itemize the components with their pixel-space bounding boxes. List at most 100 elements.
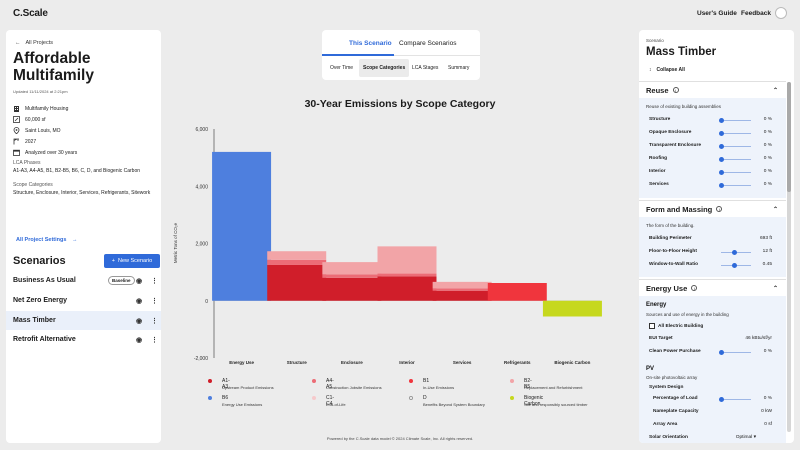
reuse-slider[interactable] (721, 146, 751, 147)
bar-segment-a1-a3 (432, 290, 492, 301)
more-options-icon[interactable]: ⋮ (151, 336, 158, 344)
legend-swatch (510, 396, 514, 400)
legend-swatch (510, 379, 514, 383)
more-options-icon[interactable]: ⋮ (151, 297, 158, 305)
y-tick-label: 4,000 (195, 184, 208, 190)
reuse-slider[interactable] (721, 172, 751, 173)
reuse-row-label: Roofing (649, 156, 668, 161)
feedback-link[interactable]: Feedback (741, 10, 771, 17)
reuse-slider-knob[interactable] (719, 118, 724, 123)
tab-lca-stages[interactable]: LCA Stages (412, 65, 439, 71)
scenario-item-mass-timber[interactable]: Mass Timber ◉ ⋮ (6, 311, 161, 330)
app-logo[interactable]: C.Scale (13, 8, 48, 19)
energy-section-header[interactable]: Energy Use i ⌃ (639, 279, 786, 296)
avatar[interactable] (775, 7, 787, 19)
clean-power-slider[interactable] (721, 352, 751, 353)
users-guide-link[interactable]: User's Guide (697, 10, 737, 17)
reuse-slider[interactable] (721, 120, 751, 121)
building-perimeter-value[interactable]: 693 ft (759, 236, 772, 241)
clean-power-slider-knob[interactable] (719, 350, 724, 355)
legend-name: A1-A3 (222, 378, 230, 390)
reuse-slider-knob[interactable] (719, 157, 724, 162)
scenario-item-net-zero-energy[interactable]: Net Zero Energy ◉ ⋮ (6, 291, 161, 310)
lca-phases: LCA Phases A1-A3, A4-A5, B1, B2-B5, B6, … (13, 159, 140, 175)
reuse-slider-knob[interactable] (719, 183, 724, 188)
back-to-projects[interactable]: ← All Projects (15, 40, 53, 46)
y-tick-label: -2,000 (194, 356, 208, 362)
window-wall-ratio-slider-knob[interactable] (732, 263, 737, 268)
reuse-row-label: Services (649, 182, 669, 187)
array-area-value[interactable]: 0 sf (764, 422, 772, 427)
legend-description: End-of-Life (326, 402, 346, 407)
reuse-slider[interactable] (721, 159, 751, 160)
floor-height-label: Floor-to-Floor Height (649, 249, 697, 254)
settings-scrollbar[interactable] (787, 82, 791, 432)
reuse-slider-knob[interactable] (719, 144, 724, 149)
tab-over-time[interactable]: Over Time (330, 65, 354, 71)
more-options-icon[interactable]: ⋮ (151, 277, 158, 285)
analysis-row: Analyzed over 30 years (13, 149, 77, 156)
x-tick-label: Services (453, 360, 472, 365)
reuse-slider[interactable] (721, 185, 751, 186)
tab-summary[interactable]: Summary (448, 65, 470, 71)
form-section-body: The form of the building. Building Perim… (639, 217, 786, 277)
eye-icon[interactable]: ◉ (136, 277, 143, 285)
year-row: 2027 (13, 138, 36, 145)
collapse-icon: ↕ (649, 67, 652, 73)
bar-segment-a1-a3 (377, 276, 437, 301)
eye-icon[interactable]: ◉ (136, 297, 143, 305)
info-icon[interactable]: i (716, 206, 723, 212)
tab-scope-categories[interactable]: Scope Categories (359, 59, 410, 77)
form-section-header[interactable]: Form and Massing i ⌃ (639, 200, 786, 217)
location-pin-icon (13, 127, 20, 134)
bar-segment-a4-a5 (322, 274, 382, 278)
window-wall-ratio-label: Window-to-Wall Ratio (649, 262, 699, 267)
reuse-slider-knob[interactable] (719, 131, 724, 136)
legend-swatch (409, 379, 413, 383)
eui-target-value[interactable]: 46 kBtu/sf/yr (745, 336, 772, 341)
percentage-load-slider-knob[interactable] (719, 397, 724, 402)
reuse-slider[interactable] (721, 133, 751, 134)
legend-name: B1 (423, 378, 430, 384)
solar-orientation-select[interactable]: Optimal ▾ (735, 435, 756, 440)
info-icon[interactable]: i (672, 87, 679, 93)
y-tick-label: 6,000 (195, 127, 208, 133)
eye-icon[interactable]: ◉ (136, 336, 143, 344)
all-electric-label: All Electric Building (658, 324, 704, 329)
bar-segment-b2-b5 (322, 262, 382, 275)
reuse-section-header[interactable]: Reuse i ⌃ (639, 81, 786, 98)
nameplate-capacity-label: Nameplate Capacity (653, 409, 699, 414)
x-tick-label: Structure (287, 360, 308, 365)
info-icon[interactable]: i (691, 285, 698, 291)
scrollbar-thumb[interactable] (787, 82, 791, 192)
collapse-all-button[interactable]: ↕ Collapse All (649, 67, 685, 73)
crane-icon (13, 138, 19, 145)
floor-height-slider-knob[interactable] (732, 250, 737, 255)
back-label: All Projects (25, 40, 54, 46)
collapse-all-label: Collapse All (656, 67, 685, 73)
bar-segment-biogenic-carbon (542, 300, 602, 317)
tab-this-scenario[interactable]: This Scenario (349, 40, 392, 47)
legend-name: Biogenic Carbon (524, 395, 544, 407)
reuse-slider-knob[interactable] (719, 170, 724, 175)
arrow-right-icon: → (71, 237, 78, 243)
legend-name: B6 (222, 395, 229, 401)
energy-section-body: Energy Sources and use of energy in the … (639, 296, 786, 443)
scenario-item-retrofit-alternative[interactable]: Retrofit Alternative ◉ ⋮ (6, 330, 161, 349)
percentage-load-slider[interactable] (721, 399, 751, 400)
reuse-row-value: 0 % (763, 182, 772, 187)
form-description: The form of the building. (646, 223, 695, 228)
nameplate-capacity-value[interactable]: 0 kW (761, 409, 772, 414)
scenario-item-business-as-usual[interactable]: Business As Usual Baseline ◉ ⋮ (6, 271, 161, 290)
tab-compare-scenarios[interactable]: Compare Scenarios (399, 40, 457, 47)
array-area-label: Array Area (653, 422, 678, 427)
new-scenario-button[interactable]: + New Scenario (104, 254, 160, 268)
all-project-settings-link[interactable]: All Project Settings → (16, 237, 77, 243)
reuse-row-label: Interior (649, 169, 666, 174)
baseline-badge: Baseline (108, 276, 135, 285)
eye-icon[interactable]: ◉ (136, 317, 143, 325)
lca-phases-label: LCA Phases (13, 160, 41, 166)
location-row: Saint Louis, MO (13, 127, 61, 134)
all-electric-checkbox[interactable] (649, 323, 655, 329)
more-options-icon[interactable]: ⋮ (151, 317, 158, 325)
